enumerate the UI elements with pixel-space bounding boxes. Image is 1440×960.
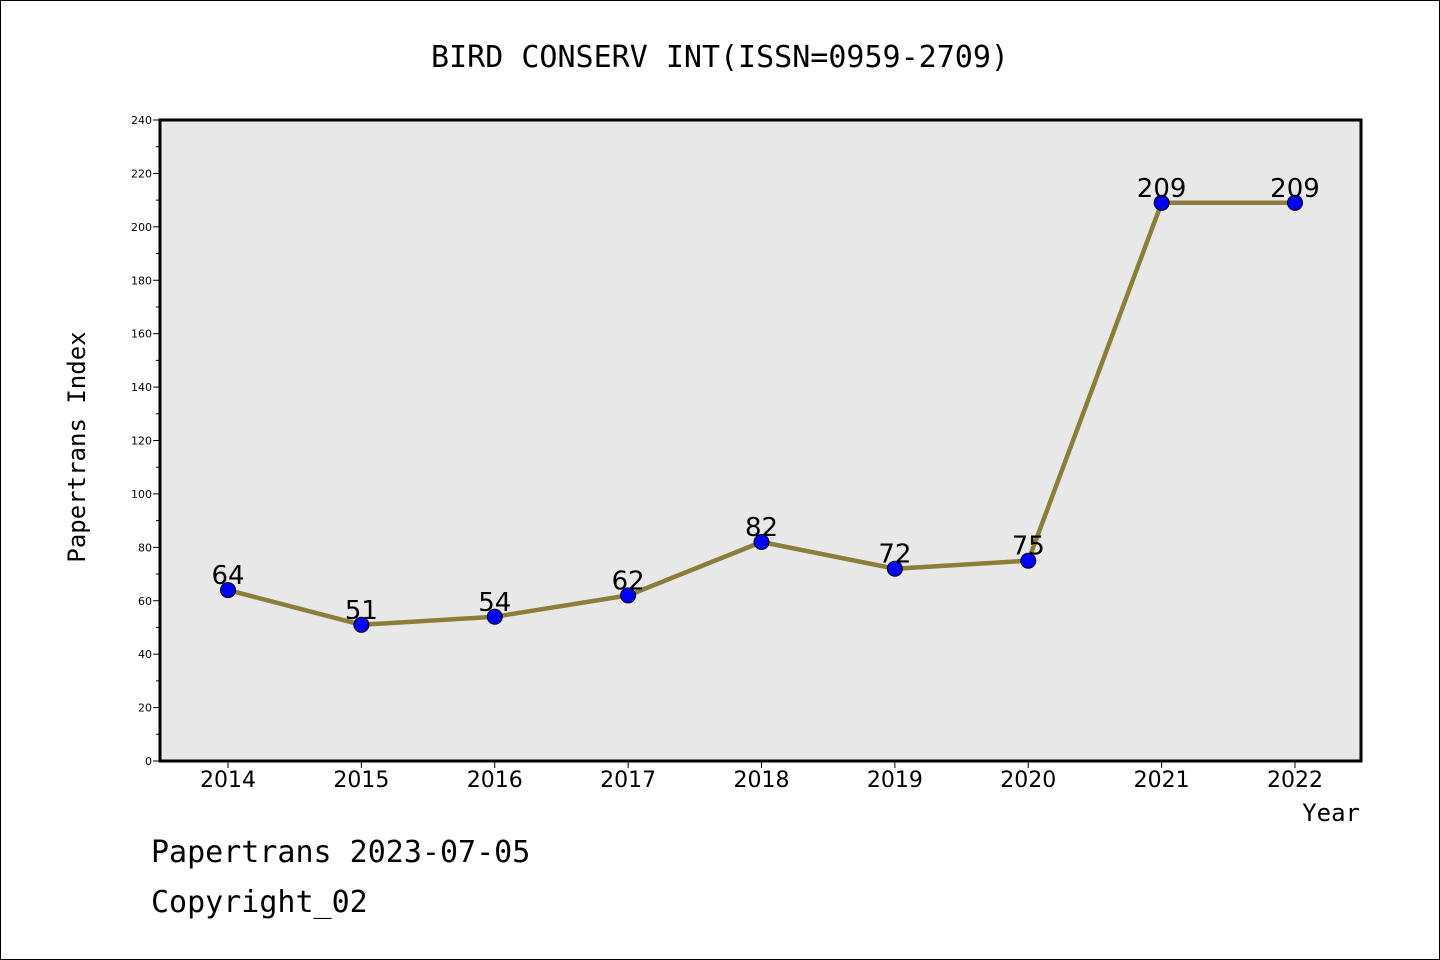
y-tick-label: 100 (131, 488, 152, 501)
y-tick-label: 120 (131, 435, 152, 448)
data-label: 51 (345, 596, 378, 626)
y-tick-label: 60 (138, 595, 152, 608)
y-tick-label: 40 (138, 648, 152, 661)
y-tick-label: 180 (131, 274, 152, 287)
x-tick-label: 2020 (1000, 768, 1056, 793)
x-tick-label: 2022 (1267, 768, 1323, 793)
x-tick-label: 2019 (867, 768, 923, 793)
data-label: 64 (211, 561, 244, 591)
data-label: 54 (478, 588, 511, 618)
footer-copyright: Copyright_02 (151, 885, 368, 920)
data-point (353, 616, 370, 633)
x-tick-label: 2015 (333, 768, 389, 793)
y-tick-label: 80 (138, 541, 152, 554)
footer-date: Papertrans 2023-07-05 (151, 835, 531, 870)
plot-area (158, 118, 1363, 763)
x-tick-label: 2018 (734, 768, 790, 793)
x-tick-label: 2016 (467, 768, 523, 793)
x-tick-label: 2014 (200, 768, 256, 793)
y-tick-label: 200 (131, 221, 152, 234)
data-labels: 64 51 54 62 82 72 75 209 209 (211, 174, 1319, 626)
x-axis-label: Year (1302, 799, 1360, 827)
data-point (620, 587, 637, 604)
y-axis-label: Papertrans Index (63, 331, 91, 562)
data-point (886, 560, 903, 577)
y-tick-label: 220 (131, 167, 152, 180)
x-tick-label: 2021 (1134, 768, 1190, 793)
data-point (1020, 552, 1037, 569)
chart-title: BIRD CONSERV INT(ISSN=0959-2709) (431, 40, 1009, 75)
data-points (220, 194, 1303, 633)
data-label: 209 (1270, 174, 1320, 204)
x-tick-label: 2017 (600, 768, 656, 793)
data-label: 209 (1137, 174, 1187, 204)
y-tick-label: 240 (131, 114, 152, 127)
y-tick-label: 0 (145, 755, 152, 768)
data-label: 62 (612, 566, 645, 596)
data-label: 72 (878, 540, 911, 570)
y-axis: 0 20 40 60 80 100 120 140 160 180 200 220 240 (131, 114, 160, 768)
data-point (1153, 194, 1170, 211)
data-point (220, 582, 236, 599)
data-label: 82 (745, 513, 778, 543)
x-axis: 2014 2015 2016 2017 2018 2019 2020 2021 2022 (200, 761, 1323, 793)
y-tick-label: 160 (131, 328, 152, 341)
data-point (753, 533, 770, 550)
data-point (1287, 194, 1303, 211)
data-label: 75 (1012, 532, 1045, 562)
y-tick-label: 20 (138, 702, 152, 715)
y-tick-label: 140 (131, 381, 152, 394)
data-point (486, 608, 503, 625)
